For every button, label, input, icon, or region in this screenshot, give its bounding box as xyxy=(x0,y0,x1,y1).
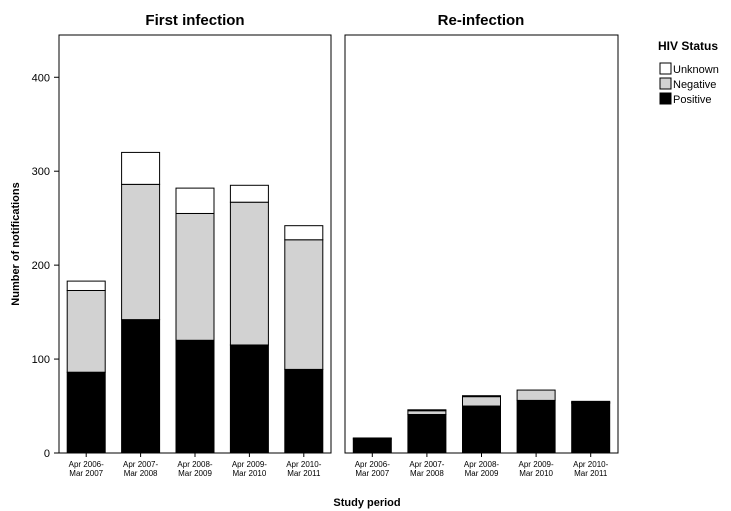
x-tick-label: Mar 2009 xyxy=(178,469,212,478)
y-tick-label: 200 xyxy=(32,260,50,272)
x-tick-label: Mar 2010 xyxy=(519,469,553,478)
x-tick-label: Mar 2007 xyxy=(355,469,389,478)
bar-segment-positive xyxy=(66,371,106,454)
x-tick-label: Mar 2011 xyxy=(574,469,608,478)
bar-group xyxy=(66,151,324,454)
bar-segment-negative xyxy=(462,396,501,407)
panel-title: Re-infection xyxy=(438,12,525,29)
x-tick-label: Apr 2010- xyxy=(573,460,608,469)
bar-group xyxy=(352,389,611,454)
bar-segment-negative xyxy=(229,201,269,346)
panel-frame xyxy=(344,34,619,454)
bar-segment-positive xyxy=(462,405,501,454)
x-tick-label: Apr 2007- xyxy=(409,460,444,469)
bar-segment-negative xyxy=(175,212,215,341)
x-tick-label: Mar 2008 xyxy=(410,469,444,478)
bar-segment-positive xyxy=(121,319,161,454)
legend-label: Negative xyxy=(673,79,716,91)
legend-swatch-negative xyxy=(659,77,672,90)
y-axis: 0 100 200 300 400 xyxy=(32,72,59,460)
bar-segment-positive xyxy=(175,339,215,454)
category-labels: Apr 2006-Mar 2007 Apr 2007-Mar 2008 Apr 20… xyxy=(355,453,609,478)
bar-segment-negative xyxy=(407,410,447,415)
y-tick-label: 400 xyxy=(32,72,50,84)
bar-segment-unknown xyxy=(462,395,501,398)
bar-segment-positive xyxy=(571,402,611,454)
category-labels: Apr 2006-Mar 2007 Apr 2007-Mar 2008 Apr 20… xyxy=(69,453,322,478)
x-tick-label: Mar 2007 xyxy=(69,469,103,478)
y-tick-label: 300 xyxy=(32,166,50,178)
bar-segment-positive xyxy=(516,399,556,454)
bar-segment-unknown xyxy=(284,225,324,241)
y-tick-label: 100 xyxy=(32,354,50,366)
x-tick-label: Apr 2009- xyxy=(232,460,267,469)
bar-segment-negative xyxy=(352,437,392,440)
bar-segment-positive xyxy=(229,344,269,454)
bar-segment-unknown xyxy=(571,400,611,403)
x-tick-label: Apr 2010- xyxy=(286,460,321,469)
y-axis-label: Number of notifications xyxy=(10,182,22,305)
panel-title: First infection xyxy=(145,12,244,29)
bar-segment-unknown xyxy=(121,151,161,185)
bar-segment-unknown xyxy=(229,184,269,203)
legend-title: HIV Status xyxy=(658,39,718,53)
bar-segment-unknown xyxy=(407,409,447,412)
legend-swatch-unknown xyxy=(659,62,672,75)
bar-segment-negative xyxy=(121,183,161,321)
bar-segment-positive xyxy=(352,438,392,454)
x-tick-label: Apr 2006- xyxy=(355,460,390,469)
legend-swatch-positive xyxy=(659,92,672,105)
x-tick-label: Apr 2009- xyxy=(519,460,554,469)
x-tick-label: Apr 2006- xyxy=(69,460,104,469)
y-tick-label: 0 xyxy=(44,448,50,460)
bar-segment-unknown xyxy=(175,187,215,214)
x-axis-label: Study period xyxy=(333,497,400,509)
bar-segment-negative xyxy=(66,289,106,373)
bar-segment-negative xyxy=(284,239,324,370)
bar-segment-positive xyxy=(284,368,324,454)
x-tick-label: Mar 2010 xyxy=(233,469,267,478)
legend: HIV Status Unknown Negative Positive xyxy=(658,39,719,106)
x-tick-label: Apr 2007- xyxy=(123,460,158,469)
x-tick-label: Mar 2011 xyxy=(287,469,321,478)
x-tick-label: Mar 2009 xyxy=(465,469,499,478)
legend-label: Unknown xyxy=(673,64,719,76)
bar-segment-negative xyxy=(516,389,556,401)
legend-label: Positive xyxy=(673,94,712,106)
x-tick-label: Mar 2008 xyxy=(124,469,158,478)
x-tick-label: Apr 2008- xyxy=(464,460,499,469)
bar-segment-positive xyxy=(407,413,447,454)
bar-segment-unknown xyxy=(66,280,106,291)
x-tick-label: Apr 2008- xyxy=(177,460,212,469)
